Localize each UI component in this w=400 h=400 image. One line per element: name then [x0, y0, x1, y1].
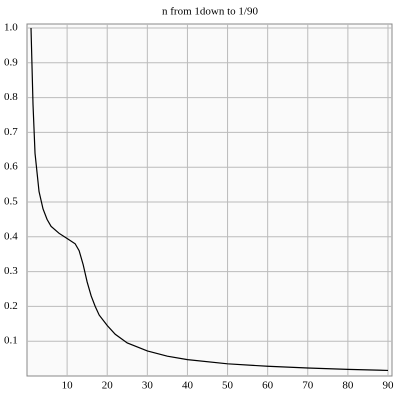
x-tick-label: 50: [222, 380, 234, 392]
y-tick-label: 0.6: [4, 161, 18, 173]
x-tick-label: 40: [182, 380, 194, 392]
chart-title: n from 1down to 1/90: [162, 6, 258, 18]
y-tick-label: 0.5: [4, 196, 18, 208]
y-tick-label: 0.1: [4, 335, 18, 347]
plot-area: [26, 23, 393, 377]
x-tick-label: 10: [62, 380, 74, 392]
x-tick-label: 20: [102, 380, 114, 392]
y-tick-label: 0.7: [4, 126, 18, 138]
x-tick-label: 80: [342, 380, 354, 392]
y-tick-label: 0.8: [4, 91, 18, 103]
x-tick-label: 60: [262, 380, 274, 392]
y-tick-label: 0.3: [4, 265, 18, 277]
line: [30, 27, 389, 372]
y-tick-label: 0.2: [4, 300, 18, 312]
y-tick-label: 0.9: [4, 56, 18, 68]
x-tick-label: 90: [382, 380, 394, 392]
y-tick-label: 0.4: [4, 230, 18, 242]
x-tick-label: 30: [142, 380, 154, 392]
y-tick-label: 1.0: [4, 22, 18, 34]
x-tick-label: 70: [302, 380, 314, 392]
